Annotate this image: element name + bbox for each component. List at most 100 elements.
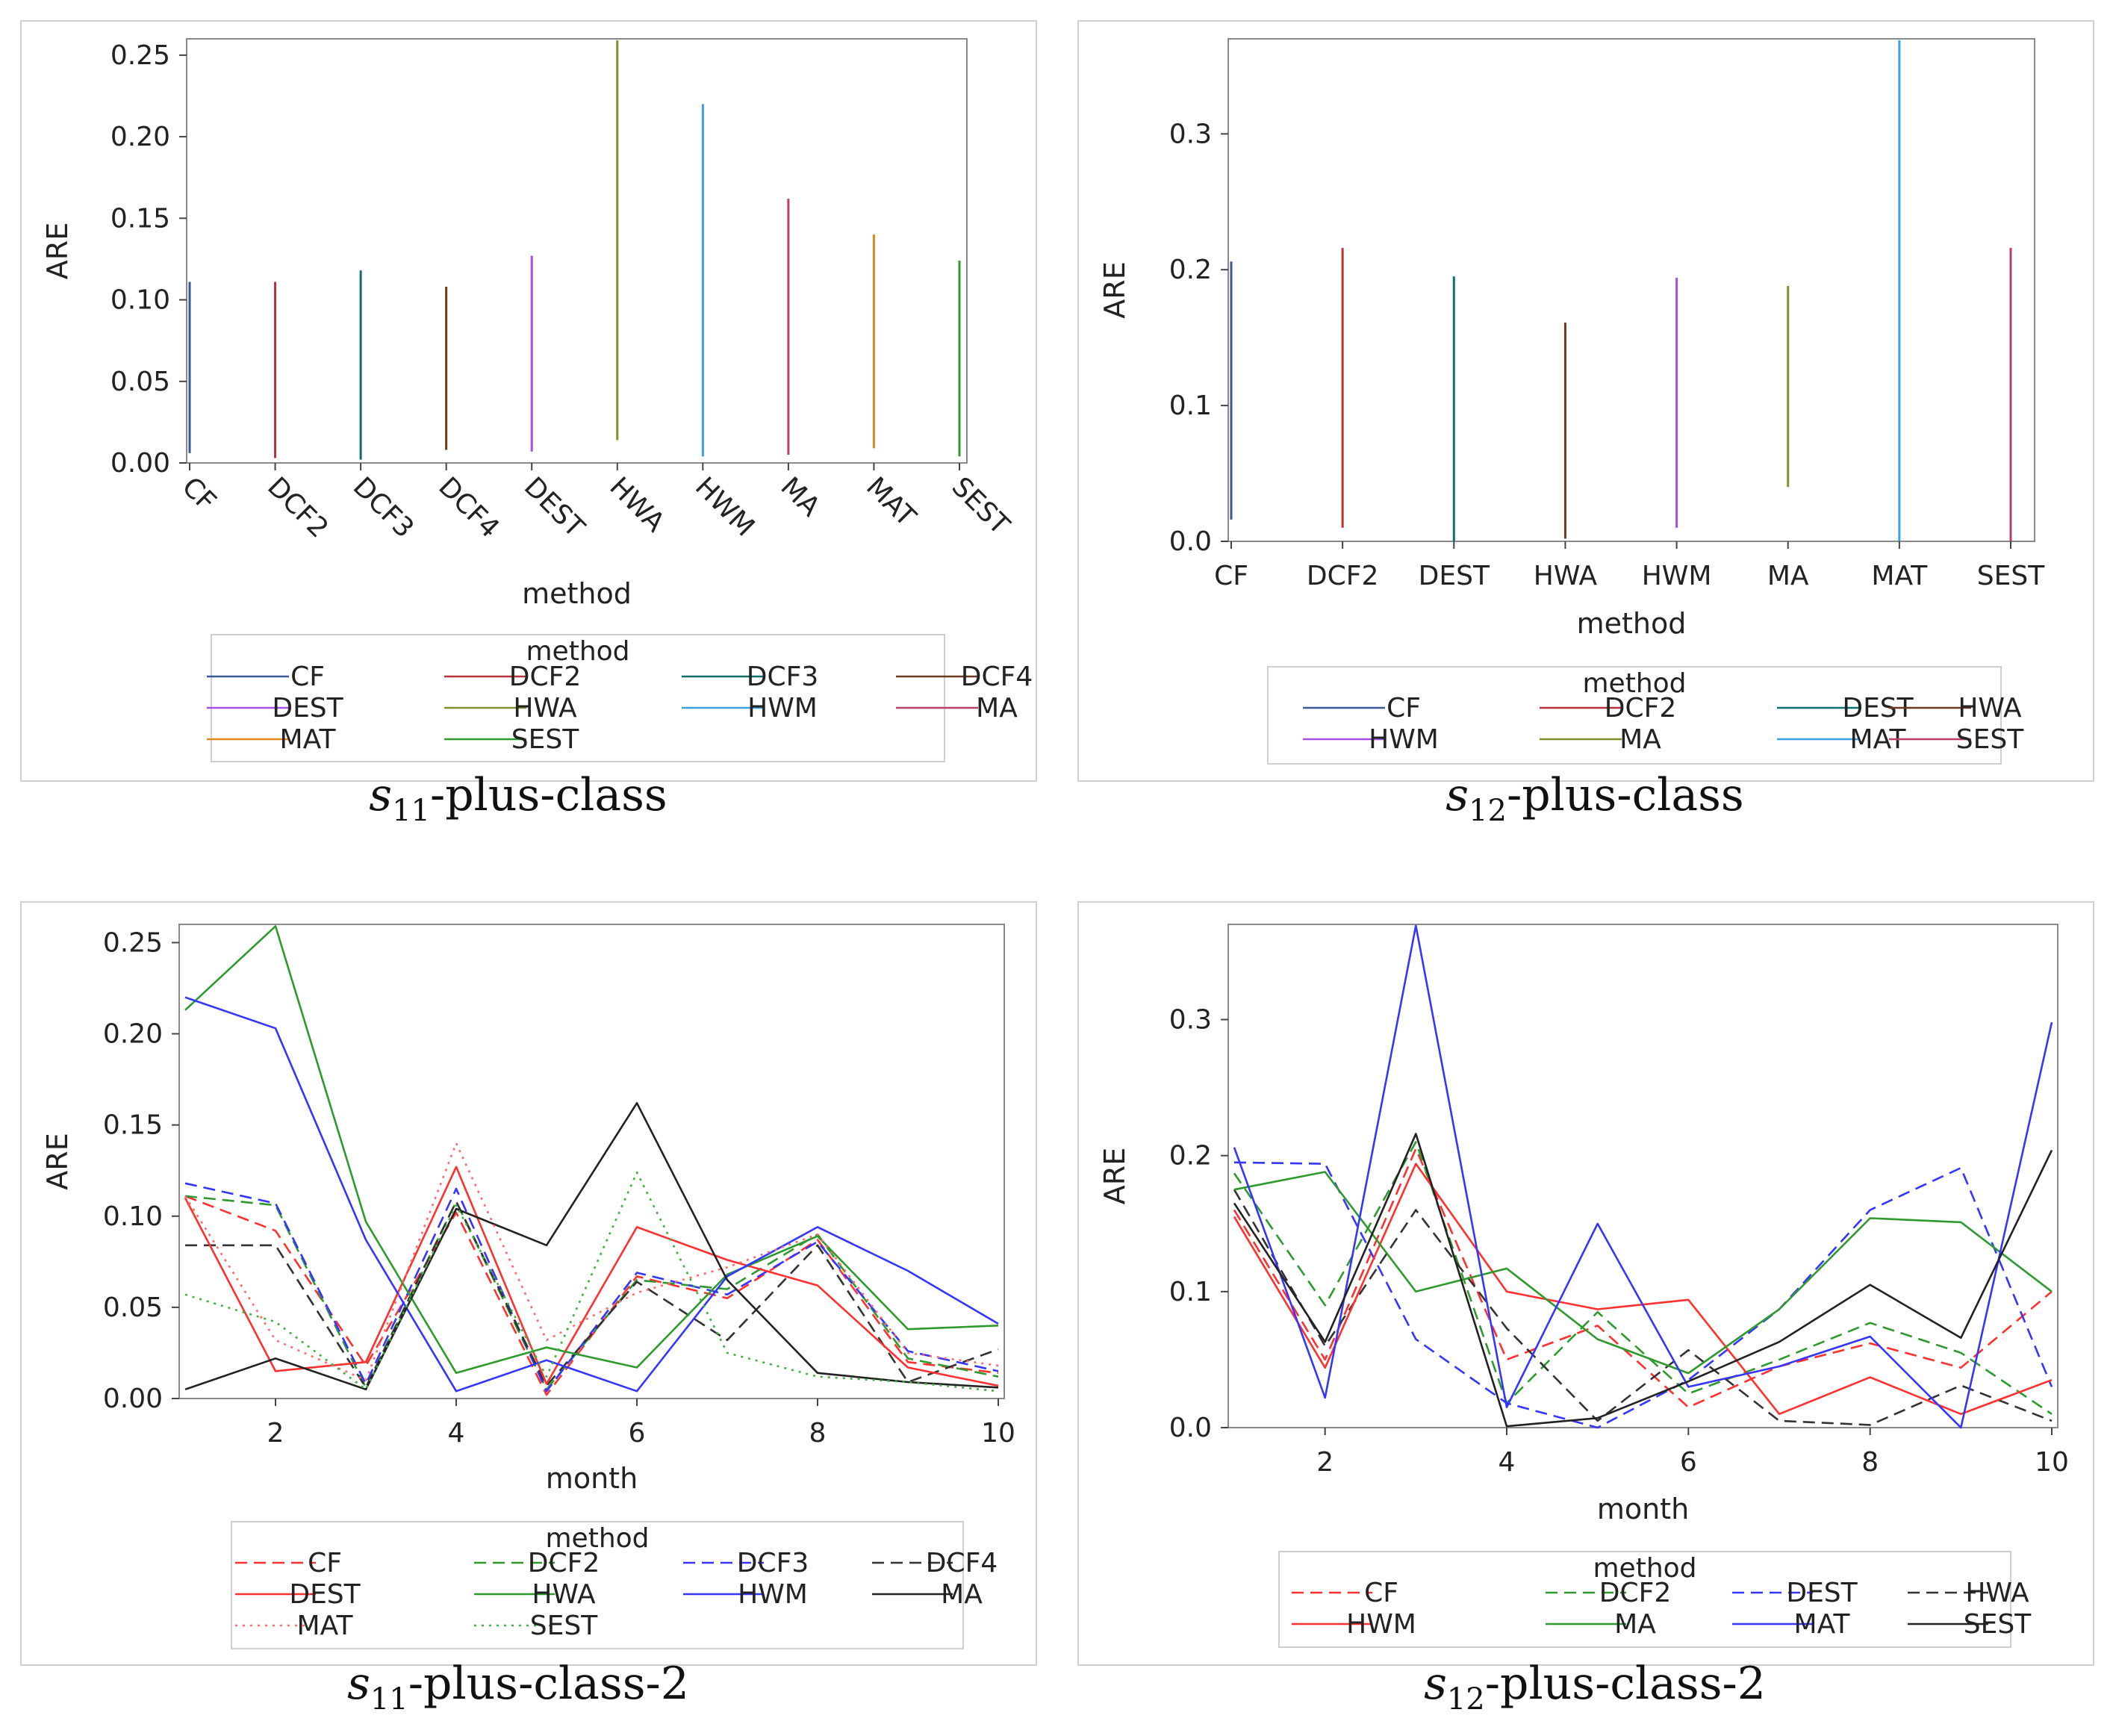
- plot-frame: [178, 924, 1005, 1399]
- x-tick-label: 2: [1316, 1447, 1334, 1478]
- chart-2: 0.0 0.1 0.2 0.3 ARE method CF DCF2 DEST HWA HWM MA M…: [1077, 20, 2094, 828]
- x-tick-label: 6: [1680, 1447, 1697, 1478]
- series-line-hwm: [1233, 1163, 2053, 1416]
- x-tick-label: DEST: [518, 471, 591, 544]
- x-tick-label: HWM: [689, 471, 760, 542]
- x-tick-label: SEST: [1977, 561, 2045, 591]
- legend-label: DCF2: [528, 1548, 600, 1578]
- series-line-hwa: [1233, 1189, 2053, 1426]
- legend-label: SEST: [1964, 1609, 2032, 1640]
- legend-label: DCF3: [737, 1548, 809, 1578]
- series-line-hwa: [184, 925, 999, 1375]
- panel-frame: [1077, 901, 2094, 1666]
- series-line-mat: [1233, 924, 2053, 1429]
- series-line-dcf2: [184, 1195, 999, 1391]
- y-tick-label: 0.15: [103, 1110, 163, 1141]
- x-tick-label: DCF2: [261, 471, 334, 544]
- legend-label: MA: [941, 1579, 983, 1610]
- caption-label: -plus-class-2: [408, 1658, 689, 1710]
- caption-subscript: 12: [1469, 794, 1507, 828]
- x-tick-label: MA: [775, 471, 827, 523]
- legend-label: DCF3: [747, 662, 818, 692]
- legend-label: CF: [290, 662, 325, 692]
- y-tick-label: 0.0: [1169, 1413, 1212, 1443]
- caption: s11-plus-class-2: [347, 1658, 689, 1717]
- caption: s11-plus-class: [369, 769, 667, 828]
- legend-label: HWA: [1958, 693, 2022, 724]
- y-tick-label: 0.05: [111, 367, 170, 397]
- plot-frame: [186, 38, 968, 464]
- x-axis-label: method: [1577, 607, 1687, 640]
- caption-subscript: 12: [1447, 1682, 1485, 1717]
- y-tick-label: 0.2: [1169, 255, 1212, 285]
- y-axis-label: ARE: [41, 223, 74, 279]
- y-tick-label: 0.10: [111, 285, 170, 316]
- legend-label: DCF4: [961, 662, 1033, 692]
- legend-label: SEST: [530, 1611, 598, 1641]
- x-tick-label: 2: [267, 1418, 284, 1449]
- y-tick-label: 0.1: [1169, 1277, 1212, 1307]
- series-line-dcf2: [1233, 1141, 2053, 1415]
- legend-label: HWM: [1346, 1609, 1416, 1640]
- legend-frame: [211, 634, 945, 762]
- x-tick-label: HWA: [1534, 561, 1598, 591]
- x-tick-label: MA: [1767, 561, 1809, 591]
- y-axis-label: ARE: [41, 1133, 74, 1189]
- plot-frame: [1227, 38, 2035, 542]
- legend-label: MAT: [297, 1611, 354, 1641]
- x-tick-label: 4: [1499, 1447, 1516, 1478]
- x-tick-label: DCF4: [432, 471, 505, 544]
- chart-4: 0.0 0.1 0.2 0.3 ARE month 2 4 6 8 10 method CF DCF2 DE…: [1077, 901, 2094, 1717]
- y-tick-label: 0.20: [103, 1019, 163, 1050]
- legend: method CF DCF2 DCF3 DCF4 DEST HWA HWM MA MAT SEST: [231, 1521, 998, 1649]
- caption-subscript: 11: [392, 794, 430, 828]
- legend-label: HWM: [747, 693, 818, 724]
- series-line-dest: [1233, 1161, 2053, 1429]
- y-tick-label: 0.25: [111, 40, 170, 71]
- y-tick-label: 0.05: [103, 1292, 163, 1323]
- x-tick-label: 4: [448, 1418, 465, 1449]
- x-axis-label: method: [522, 577, 632, 610]
- legend-label: MAT: [1794, 1609, 1851, 1640]
- panel-frame: [20, 901, 1037, 1666]
- y-axis-label: ARE: [1098, 261, 1131, 318]
- y-tick-label: 0.10: [103, 1201, 163, 1232]
- x-tick-label: MAT: [860, 471, 922, 533]
- legend-frame: [1278, 1551, 2011, 1648]
- caption-symbol: s: [347, 1658, 370, 1710]
- caption-symbol: s: [1424, 1658, 1447, 1710]
- legend-label: MA: [976, 693, 1018, 724]
- caption-label: -plus-class-2: [1485, 1658, 1766, 1710]
- series-line-cf: [1233, 1148, 2053, 1408]
- x-tick-label: 6: [629, 1418, 646, 1449]
- x-tick-label: DCF2: [1307, 561, 1378, 591]
- y-tick-label: 0.00: [103, 1384, 163, 1414]
- series-line-hwm: [184, 996, 999, 1393]
- legend-title: method: [545, 1523, 649, 1554]
- series-line-dest: [184, 1166, 999, 1387]
- x-tick-label: CF: [1214, 561, 1248, 591]
- legend-label: MA: [1614, 1609, 1656, 1640]
- series-line-dcf4: [185, 1200, 999, 1389]
- y-tick-label: 0.25: [103, 927, 163, 958]
- legend-label: DCF4: [926, 1548, 998, 1578]
- x-tick-label: SEST: [946, 471, 1016, 541]
- series-line-ma: [184, 1102, 999, 1391]
- legend-label: CF: [308, 1548, 342, 1578]
- x-tick-label: 8: [809, 1418, 827, 1449]
- legend-label: MAT: [280, 724, 337, 755]
- panel-frame: [1077, 20, 2094, 782]
- series-line-dcf3: [184, 1182, 999, 1393]
- legend-label: HWA: [1965, 1578, 2029, 1608]
- x-tick-label: HWA: [603, 471, 670, 538]
- y-tick-label: 0.0: [1169, 526, 1212, 557]
- y-tick-label: 0.20: [111, 122, 170, 152]
- y-tick-label: 0.3: [1169, 119, 1212, 149]
- legend-label: DCF2: [509, 662, 581, 692]
- caption-label: -plus-class: [430, 769, 667, 821]
- legend: method CF DCF2 DCF3 DCF4 DEST HWA HWM MA MAT SEST: [207, 634, 1033, 762]
